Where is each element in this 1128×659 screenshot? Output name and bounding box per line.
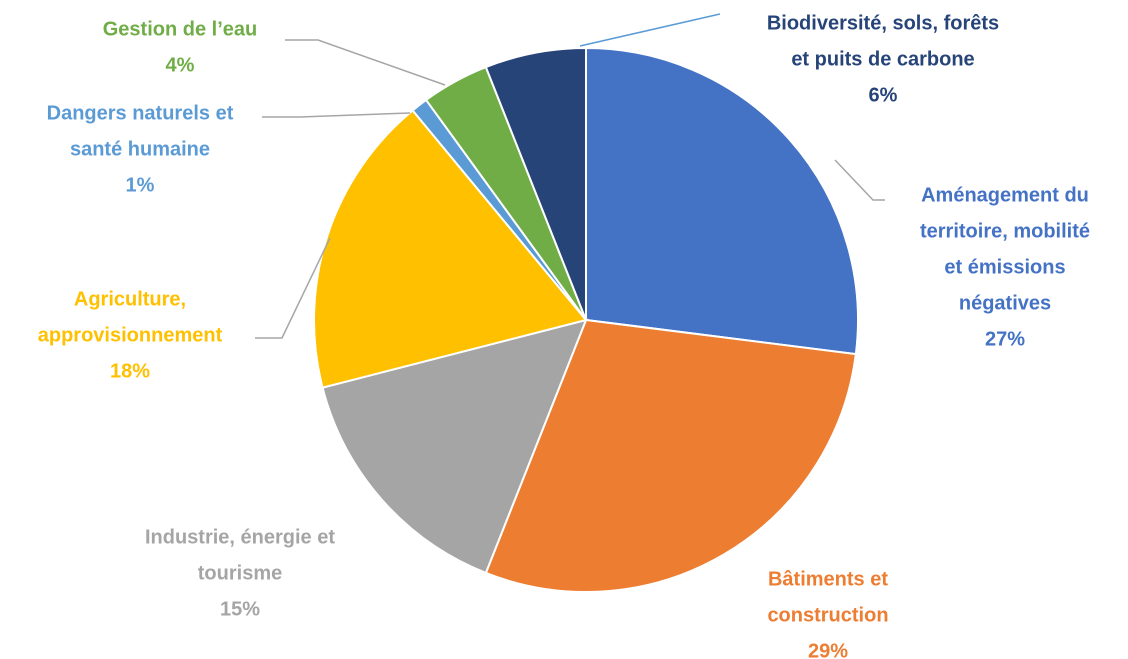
slice-label: Aménagement du xyxy=(921,184,1089,206)
pie-slice xyxy=(585,46,859,356)
slice-label: et puits de carbone xyxy=(791,48,974,70)
value-label: 27% xyxy=(985,328,1025,350)
leader-line xyxy=(285,39,446,86)
slice-label: santé humaine xyxy=(70,138,210,160)
pie-slice xyxy=(321,318,588,575)
value-label: 18% xyxy=(110,360,150,382)
slice-label: territoire, mobilité xyxy=(920,220,1090,242)
slice-label: Dangers naturels et xyxy=(47,102,234,124)
value-label: 1% xyxy=(126,174,155,196)
leader-line xyxy=(579,13,721,47)
slice-label: Agriculture, xyxy=(74,288,186,310)
leader-line xyxy=(834,159,885,201)
slice-label: négatives xyxy=(959,292,1051,314)
slice-label: Industrie, énergie et xyxy=(145,526,335,548)
slice-label: construction xyxy=(767,604,888,626)
leader-line xyxy=(255,237,331,339)
value-label: 6% xyxy=(869,84,898,106)
value-label: 15% xyxy=(220,598,260,620)
pie-slice xyxy=(484,318,857,593)
pie-slice xyxy=(313,109,588,389)
slice-label: et émissions xyxy=(944,256,1065,278)
slice-label: Biodiversité, sols, forêts xyxy=(767,12,999,34)
pie-slice xyxy=(484,46,587,321)
slice-label: approvisionnement xyxy=(38,324,223,346)
slice-label: Bâtiments et xyxy=(768,568,888,590)
value-label: 4% xyxy=(166,54,195,76)
slice-label: tourisme xyxy=(198,562,282,584)
value-label: 29% xyxy=(808,640,848,659)
leader-line xyxy=(262,112,411,118)
slice-label: Gestion de l’eau xyxy=(103,18,257,40)
